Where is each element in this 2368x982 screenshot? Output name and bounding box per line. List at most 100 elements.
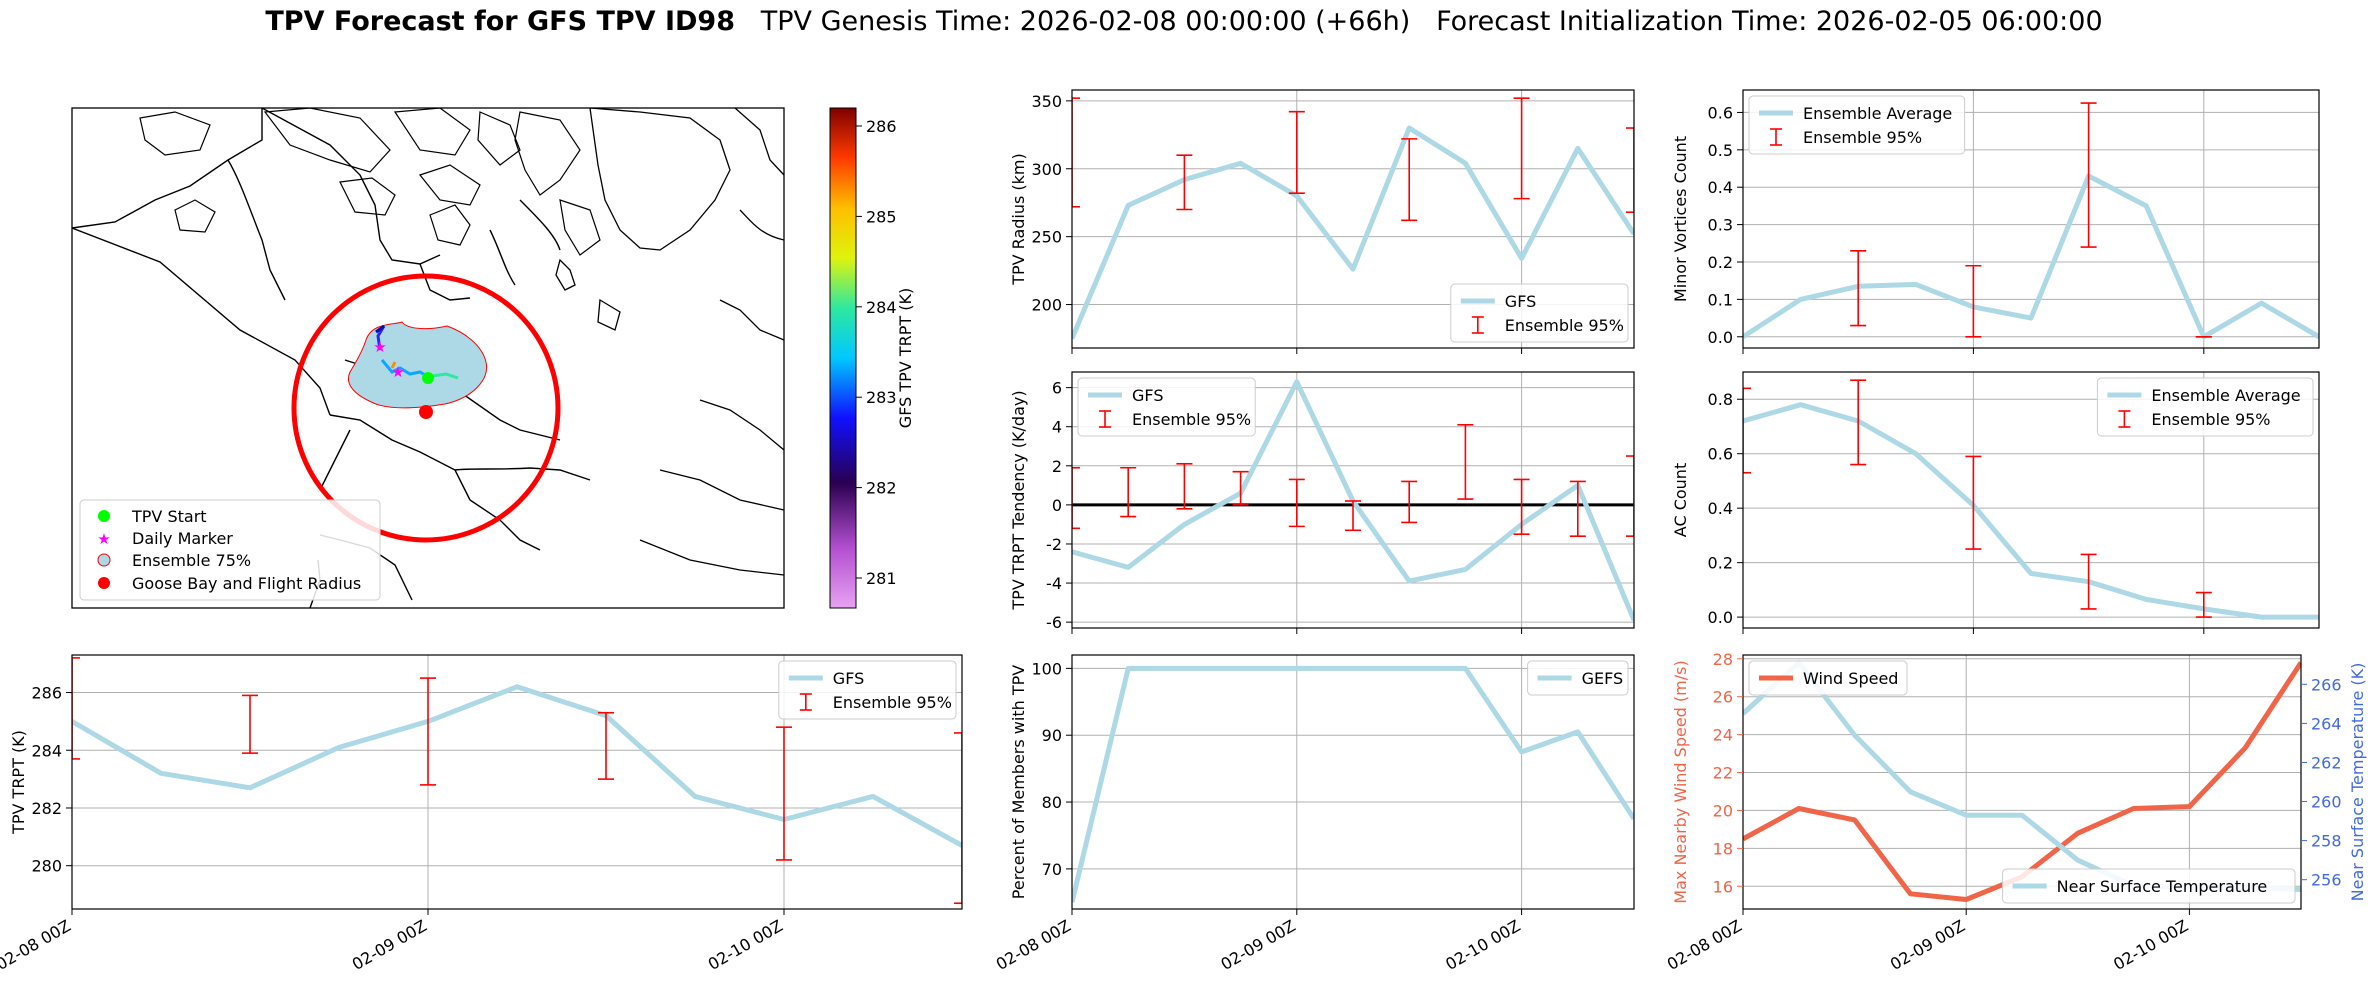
y-axis-label: AC Count [1671, 463, 1690, 537]
y-tick-label: -6 [1046, 613, 1062, 632]
goose-bay-marker [419, 405, 433, 419]
y-tick-label: 300 [1031, 160, 1062, 179]
y2-axis-label: Near Surface Temperature (K) [2348, 663, 2367, 902]
legend: Near Surface Temperature [2002, 868, 2296, 904]
x-tick-label: 02-08 00Z [993, 916, 1074, 974]
legend-errorbar-icon [1471, 316, 1484, 334]
error-bar [598, 711, 614, 780]
y-tick-label: 282 [31, 799, 62, 818]
y-tick-label: 0.3 [1708, 216, 1733, 235]
legend-goose-bay: Goose Bay and Flight Radius [132, 574, 361, 593]
y-tick-label: 0.4 [1708, 499, 1733, 518]
legend: GFS Ensemble 95% [778, 660, 957, 720]
legend-box [1527, 660, 1629, 696]
colorbar-tick-label: 284 [866, 298, 897, 317]
y-tick-label: 0.1 [1708, 290, 1733, 309]
daily-marker-2: ★ [391, 363, 404, 381]
series-line-ensemble-average [1743, 173, 2319, 340]
y-axis-label: Minor Vortices Count [1671, 136, 1690, 302]
legend-label: Ensemble 95% [1803, 128, 1922, 147]
y-tick-label: 6 [1052, 379, 1062, 398]
y2-tick-label: 256 [2311, 871, 2342, 890]
axes-frame [1742, 654, 2302, 910]
y-tick-label: 90 [1042, 726, 1062, 745]
legend-label: Ensemble Average [1803, 104, 1952, 123]
ensemble-75-region [348, 321, 488, 409]
error-bar [2080, 553, 2097, 610]
y-tick-label: 28 [1713, 650, 1733, 669]
y2-tick-label: 260 [2311, 793, 2342, 812]
error-bar [242, 694, 258, 754]
error-bar [1569, 480, 1586, 537]
y-tick-label: 0.0 [1708, 608, 1733, 627]
error-bar [1513, 97, 1530, 200]
legend-errorbar-icon [1099, 410, 1111, 428]
y-axis-label: Max Nearby Wind Speed (m/s) [1671, 660, 1690, 903]
error-bar [72, 657, 80, 760]
legend-box [1077, 377, 1256, 437]
y-axis-label: TPV TRPT (K) [9, 730, 28, 835]
daily-marker-1: ★ [373, 338, 386, 356]
y-axis-label: TPV TRPT Tendency (K/day) [1009, 390, 1028, 610]
trpt-panel: 280 282 284 286 02-08 00Z 02-09 00Z 02-10 00Z T… [0, 654, 963, 974]
tendency-panel: -6 -4 -2 0 2 4 6 TPV TRPT Tendency (K/day) GFS En… [1009, 371, 1635, 634]
legend-label: Ensemble 95% [1505, 316, 1624, 335]
axes-frame [1071, 89, 1635, 349]
y-tick-label: 0.5 [1708, 141, 1733, 160]
y-tick-label: 26 [1713, 688, 1733, 707]
y-tick-label: 70 [1042, 860, 1062, 879]
colorbar-strip [829, 107, 857, 609]
y-tick-label: 284 [31, 741, 62, 760]
error-bar [1965, 455, 1982, 550]
error-bar [1288, 110, 1305, 194]
x-tick-label: 02-09 00Z [1218, 916, 1299, 974]
legend-label: GFS [1505, 292, 1536, 311]
minor-vortices-panel: 0.0 0.1 0.2 0.3 0.4 0.5 0.6 Minor Vortices Coun… [1671, 89, 2320, 354]
y-tick-label: 286 [31, 684, 62, 703]
y-tick-label: 18 [1713, 839, 1733, 858]
plot-area [1743, 379, 2319, 620]
legend-tpv-start: TPV Start [131, 507, 207, 526]
error-bar [1626, 455, 1634, 537]
y-tick-label: 2 [1052, 457, 1062, 476]
error-bar [2080, 102, 2097, 248]
legend-box [2002, 868, 2296, 904]
legend-ensemble-75: Ensemble 75% [132, 551, 251, 570]
error-bar [1232, 470, 1249, 506]
colorbar-tick-label: 286 [866, 117, 897, 136]
y-tick-label: 22 [1713, 764, 1733, 783]
series-line-gfs [1072, 125, 1634, 340]
y-tick-label: 250 [1031, 228, 1062, 247]
legend-label: GFS [1132, 386, 1163, 405]
error-bar [1850, 379, 1867, 466]
legend: GFS Ensemble 95% [1077, 377, 1256, 437]
legend: Ensemble Average Ensemble 95% [2096, 377, 2314, 437]
y-tick-label: 20 [1713, 801, 1733, 820]
x-tick-label: 02-10 00Z [705, 916, 786, 974]
flight-radius-circle [291, 273, 561, 543]
colorbar-tick-label: 283 [866, 388, 897, 407]
plot-area [1072, 97, 1634, 340]
series-line-ensemble-average [1743, 402, 2319, 620]
legend-label: Ensemble 95% [2151, 410, 2270, 429]
legend-daily-marker: Daily Marker [132, 529, 233, 548]
x-tick-label: 02-08 00Z [0, 916, 74, 974]
y-tick-label: 0.6 [1708, 445, 1733, 464]
error-bar [776, 726, 792, 861]
error-bar [1345, 500, 1361, 532]
legend-goose-bay-icon [98, 577, 110, 589]
x-tick-label: 02-08 00Z [1664, 916, 1745, 974]
axes-frame [1071, 371, 1635, 629]
error-bar [1072, 97, 1080, 208]
error-bar [1457, 423, 1474, 500]
error-bar [1626, 127, 1634, 214]
percent-members-panel: 70 80 90 100 02-08 00Z 02-09 00Z 02-10 00Z Perc… [993, 654, 1635, 974]
x-tick-label: 02-10 00Z [2110, 916, 2191, 974]
legend-errorbar-icon [2118, 410, 2131, 428]
x-tick-label: 02-09 00Z [349, 916, 430, 974]
radius-panel: 200 250 300 350 TPV Radius (km) GFS Ensemble 9… [1009, 89, 1635, 354]
series-line-gfs [72, 684, 962, 848]
error-bar [1850, 249, 1867, 327]
title-init: Forecast Initialization Time: 2026-02-05… [1436, 6, 2103, 37]
legend-box [1748, 660, 1908, 696]
